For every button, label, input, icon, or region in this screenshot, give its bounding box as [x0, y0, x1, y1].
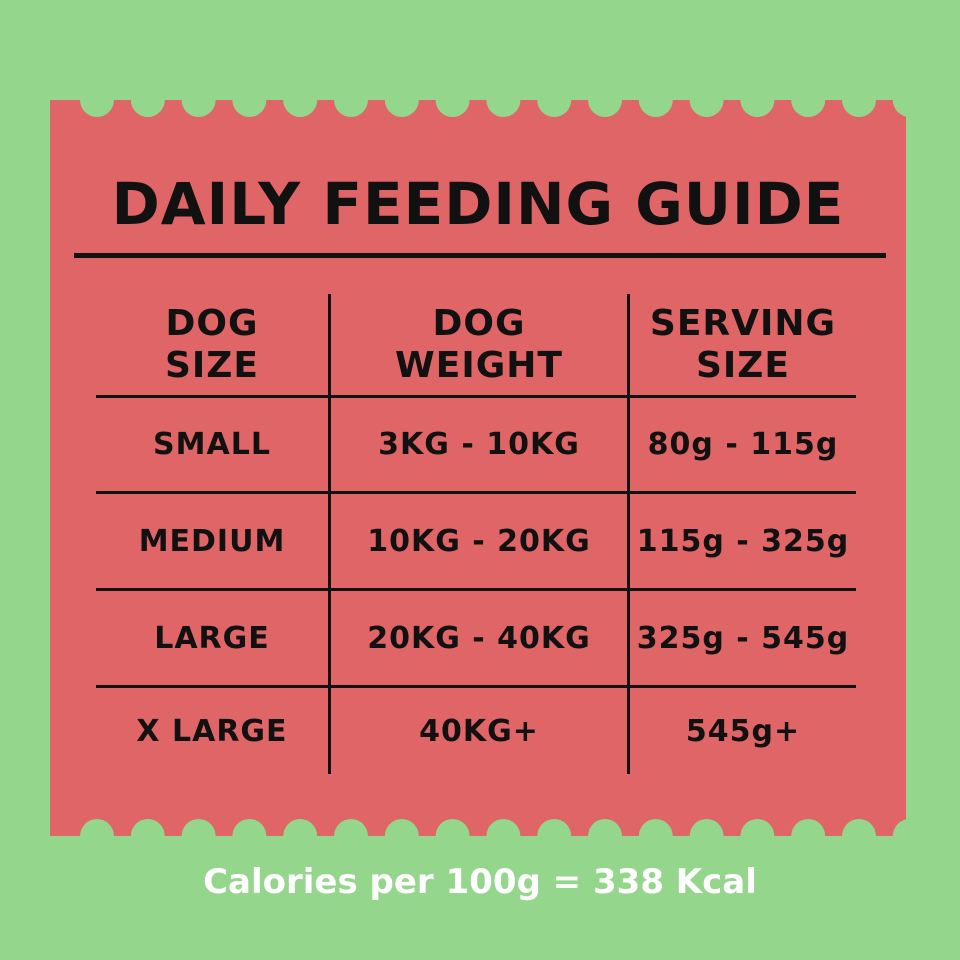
scallop-notch [384, 100, 419, 117]
feeding-guide-card: DAILY FEEDING GUIDE DOG SIZE DOG WEIGHT SE… [50, 100, 906, 836]
column-divider [328, 294, 331, 774]
title-divider [74, 253, 886, 258]
scallop-notch [588, 819, 622, 836]
scallop-notch [588, 100, 622, 117]
cell-size: MEDIUM [138, 523, 286, 559]
row-divider [96, 685, 856, 688]
scallop-notch [638, 100, 673, 117]
scallop-notch [791, 100, 826, 117]
column-divider [627, 294, 630, 774]
scallop-notch [638, 819, 673, 836]
row-divider [96, 491, 856, 494]
scallop-notch [232, 819, 267, 836]
scallop-notch [334, 100, 368, 117]
scallop-notch [740, 100, 775, 117]
calories-note: Calories per 100g = 338 Kcal [203, 862, 757, 902]
scallop-notch [689, 819, 724, 836]
scallop-notch [130, 100, 165, 117]
scallop-notch [842, 100, 876, 117]
scallop-notch [740, 819, 775, 836]
scallop-notch [181, 100, 216, 117]
scallop-notch [435, 819, 470, 836]
cell-size: SMALL [153, 427, 271, 462]
cell-serving: 115g - 325g [636, 523, 850, 559]
scallop-notch [486, 100, 521, 117]
feeding-table: DOG SIZE DOG WEIGHT SERVING SIZE SMALL 3KG … [96, 294, 856, 774]
scallop-notch [537, 100, 572, 117]
scallop-edge-top [50, 100, 906, 140]
cell-serving: 325g - 545g [636, 620, 850, 656]
scallop-notch [130, 819, 165, 836]
header-dog-weight: DOG WEIGHT [395, 302, 563, 386]
scallop-notch [181, 819, 216, 836]
row-divider [96, 588, 856, 591]
scallop-notch [283, 100, 318, 117]
scallop-notch [80, 100, 114, 117]
header-serving-size: SERVING SIZE [649, 302, 837, 386]
scallop-notch [892, 819, 906, 836]
cell-weight: 10KG - 20KG [367, 523, 591, 559]
scallop-notch [80, 819, 114, 836]
scallop-notch [384, 819, 419, 836]
row-divider [96, 395, 856, 398]
scallop-notch [232, 100, 267, 117]
scallop-notch [334, 819, 368, 836]
scallop-notch [892, 100, 906, 117]
cell-serving: 545g+ [685, 713, 801, 749]
scallop-notch [537, 819, 572, 836]
scallop-notch [486, 819, 521, 836]
guide-title: DAILY FEEDING GUIDE [111, 170, 845, 238]
cell-weight: 40KG+ [419, 713, 539, 749]
cell-size: LARGE [154, 620, 270, 656]
scallop-notch [842, 819, 876, 836]
cell-size: X LARGE [136, 713, 288, 749]
scallop-edge-bottom [50, 796, 906, 836]
scallop-notch [689, 100, 724, 117]
cell-serving: 80g - 115g [647, 427, 839, 462]
scallop-notch [791, 819, 826, 836]
scallop-notch [435, 100, 470, 117]
scallop-notch [283, 819, 318, 836]
cell-weight: 20KG - 40KG [367, 620, 591, 656]
header-dog-size: DOG SIZE [164, 302, 260, 386]
cell-weight: 3KG - 10KG [378, 427, 580, 462]
